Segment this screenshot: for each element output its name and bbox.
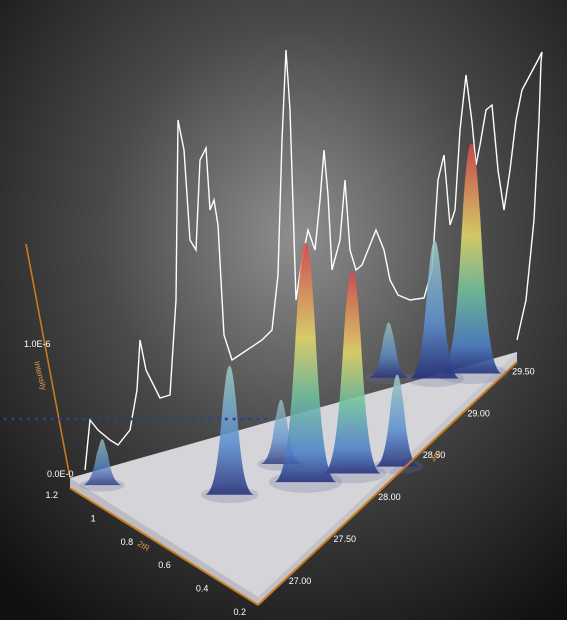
x-tick-label: 0.4	[196, 584, 209, 594]
y-tick-label: 1.0E-6	[24, 339, 51, 349]
z-tick-label: 28.50	[423, 450, 446, 460]
peak	[410, 240, 460, 379]
peak	[323, 271, 381, 474]
y-tick-label: 0.0E-0	[47, 469, 74, 479]
z-axis-ticks: 27.00 27.50 28.00 28.50 29.00 29.50	[289, 366, 535, 585]
x-tick-label: 0.2	[233, 607, 246, 617]
z-tick-label: 27.00	[289, 576, 312, 586]
x-tick-label: 1.2	[45, 490, 58, 500]
projected-trace	[84, 49, 543, 471]
peak	[274, 242, 337, 483]
floor-edge	[70, 478, 258, 605]
peak-surfaces	[79, 143, 508, 503]
x-tick-label: 1	[91, 513, 96, 523]
peak	[205, 365, 254, 495]
peak	[375, 374, 419, 467]
peak	[369, 322, 409, 378]
peak	[83, 439, 122, 486]
x-axis-ticks: 1.2 1 0.8 0.6 0.4 0.2	[45, 490, 246, 617]
z-tick-label: 29.00	[467, 408, 490, 418]
z-axis-1tR	[257, 361, 518, 606]
z-tick-label: 28.00	[378, 492, 401, 502]
z-tick-label: 29.50	[512, 366, 535, 376]
x-axis-2tR	[69, 487, 259, 606]
intensity-axis	[25, 243, 71, 479]
x-tick-label: 0.8	[121, 537, 134, 547]
x-tick-label: 0.6	[158, 560, 171, 570]
peak	[441, 143, 502, 374]
z-tick-label: 27.50	[333, 534, 356, 544]
